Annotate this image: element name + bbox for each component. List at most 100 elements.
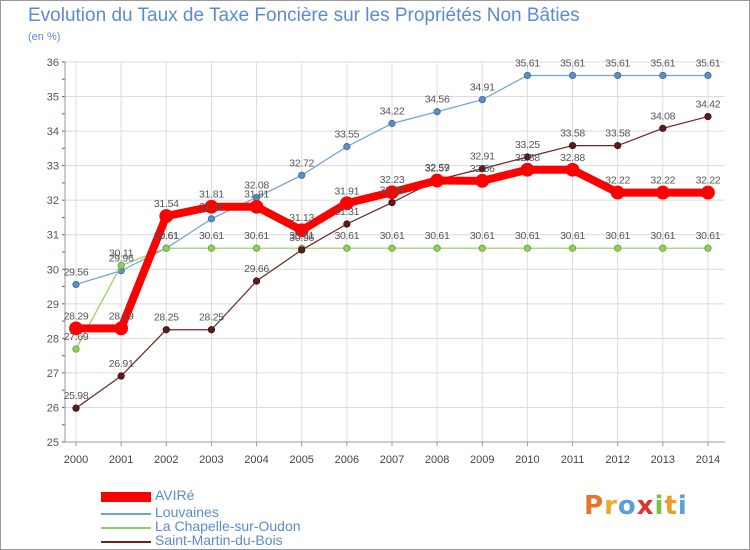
data-label-saint-martin: 34.08 xyxy=(650,110,675,122)
data-point-saint-martin xyxy=(72,404,80,412)
data-label-saint-martin: 33.58 xyxy=(605,128,630,140)
data-point-la-chapelle xyxy=(162,244,170,252)
data-point-saint-martin xyxy=(614,142,622,150)
data-point-avire xyxy=(475,173,490,188)
chart-title: Evolution du Taux de Taxe Foncière sur l… xyxy=(28,5,580,26)
x-tick-label: 2008 xyxy=(425,454,449,466)
data-label-saint-martin: 33.58 xyxy=(560,128,585,140)
data-point-avire xyxy=(520,162,535,177)
y-tick-label: 30 xyxy=(47,264,59,276)
data-label-saint-martin: 33.25 xyxy=(515,139,540,151)
data-point-louvaines xyxy=(388,119,396,128)
y-tick-label: 26 xyxy=(47,402,59,414)
x-tick-label: 2009 xyxy=(470,454,494,466)
data-label-louvaines: 32.72 xyxy=(289,157,314,169)
data-point-avire xyxy=(701,185,715,200)
data-point-avire xyxy=(249,199,264,214)
logo-letter: i xyxy=(677,491,688,521)
legend-label: La Chapelle-sur-Oudon xyxy=(155,518,301,534)
data-label-la-chapelle: 30.61 xyxy=(334,230,359,242)
data-label-la-chapelle: 30.61 xyxy=(696,230,721,242)
logo-letter: x xyxy=(636,491,655,521)
data-point-saint-martin xyxy=(523,153,532,161)
data-label-louvaines: 35.61 xyxy=(605,57,630,69)
data-label-louvaines: 35.61 xyxy=(515,57,540,69)
unit-label: (en %) xyxy=(28,31,61,43)
data-label-la-chapelle: 30.61 xyxy=(154,230,179,242)
data-label-louvaines: 30.61 xyxy=(154,230,179,242)
data-point-avire xyxy=(610,185,625,200)
logo-letter: t xyxy=(664,491,678,521)
data-point-la-chapelle xyxy=(523,244,532,252)
data-label-avire: 28.29 xyxy=(109,310,134,322)
legend-swatch-avire xyxy=(101,492,151,502)
logo-letter: P xyxy=(584,491,605,521)
data-point-saint-martin xyxy=(162,326,170,334)
data-label-la-chapelle: 30.61 xyxy=(425,230,450,242)
data-label-louvaines: 35.61 xyxy=(650,57,675,69)
data-label-avire: 31.81 xyxy=(199,189,224,201)
data-point-la-chapelle xyxy=(388,244,396,252)
data-label-avire: 32.22 xyxy=(605,175,630,187)
x-tick-label: 2011 xyxy=(561,454,585,466)
data-point-saint-martin xyxy=(659,124,667,132)
data-label-saint-martin: 31.93 xyxy=(380,185,405,197)
data-label-avire: 32.56 xyxy=(470,163,495,175)
legend-label: Saint-Martin-du-Bois xyxy=(155,532,283,548)
data-label-saint-martin: 31.31 xyxy=(334,206,359,218)
data-label-louvaines: 29.56 xyxy=(64,266,89,278)
data-label-avire: 28.29 xyxy=(64,310,89,322)
logo-letter: r xyxy=(604,491,618,521)
x-tick-label: 2006 xyxy=(335,454,359,466)
data-point-louvaines xyxy=(614,71,622,80)
data-point-saint-martin xyxy=(117,372,125,380)
data-label-avire: 31.13 xyxy=(289,212,314,224)
data-point-louvaines xyxy=(207,215,216,223)
data-point-saint-martin xyxy=(298,246,306,254)
data-label-saint-martin: 30.56 xyxy=(289,232,314,244)
data-point-la-chapelle xyxy=(343,244,351,252)
data-label-saint-martin: 28.25 xyxy=(199,312,224,324)
data-label-saint-martin: 32.91 xyxy=(470,151,495,163)
x-tick-label: 2000 xyxy=(64,454,88,466)
data-label-louvaines: 32.08 xyxy=(244,179,269,191)
data-point-avire xyxy=(385,185,399,200)
data-label-louvaines: 35.61 xyxy=(696,57,721,69)
data-label-avire: 32.23 xyxy=(380,174,405,186)
y-tick-label: 27 xyxy=(47,368,59,380)
data-label-louvaines: 35.61 xyxy=(560,57,585,69)
legend-swatch-louvaines xyxy=(101,513,151,515)
data-point-avire xyxy=(655,185,670,200)
x-tick-label: 2001 xyxy=(109,454,133,466)
data-point-la-chapelle xyxy=(72,345,80,353)
data-label-louvaines: 34.22 xyxy=(380,105,405,117)
data-point-saint-martin xyxy=(252,277,261,285)
data-label-louvaines: 34.91 xyxy=(470,82,495,94)
x-tick-label: 2002 xyxy=(154,454,178,466)
data-point-la-chapelle xyxy=(117,261,125,270)
data-point-louvaines xyxy=(478,96,486,104)
data-point-louvaines xyxy=(72,280,80,289)
plot-area xyxy=(65,62,725,442)
data-point-saint-martin xyxy=(704,112,712,121)
data-label-louvaines: 31.46 xyxy=(199,201,224,213)
data-point-la-chapelle xyxy=(614,244,622,252)
x-tick-label: 2013 xyxy=(651,454,675,466)
data-point-avire xyxy=(565,162,580,177)
data-label-saint-martin: 25.98 xyxy=(64,390,89,402)
data-label-la-chapelle: 30.61 xyxy=(560,230,585,242)
data-point-avire xyxy=(430,173,445,188)
data-label-saint-martin: 26.91 xyxy=(109,358,134,370)
data-point-saint-martin xyxy=(207,326,216,334)
x-tick-label: 2012 xyxy=(605,454,629,466)
data-point-avire xyxy=(69,321,83,336)
data-point-la-chapelle xyxy=(704,244,712,252)
x-tick-label: 2005 xyxy=(289,454,313,466)
data-point-saint-martin xyxy=(388,199,396,207)
y-tick-label: 31 xyxy=(47,230,59,242)
data-label-la-chapelle: 30.61 xyxy=(289,230,314,242)
data-label-la-chapelle: 30.61 xyxy=(650,230,675,242)
data-point-la-chapelle xyxy=(207,244,216,252)
data-point-avire xyxy=(339,196,354,211)
